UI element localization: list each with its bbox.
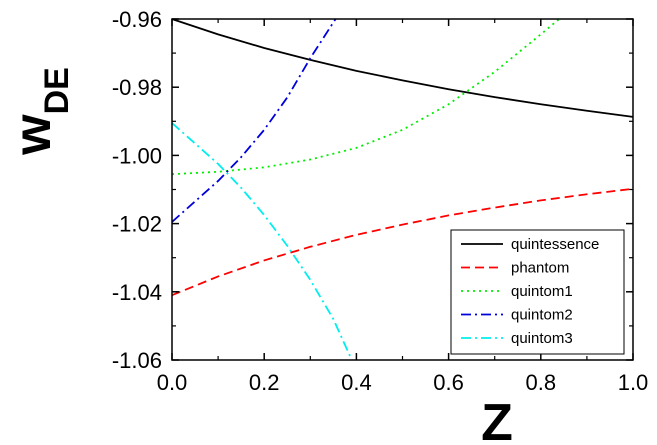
- x-tick-label: 0.6: [433, 370, 464, 395]
- legend-label-quintom1: quintom1: [511, 283, 573, 300]
- series-line-quintom2: [172, 19, 337, 223]
- x-tick-label: 0.4: [341, 370, 372, 395]
- x-tick-label: 1.0: [618, 370, 649, 395]
- x-tick-label: 0.8: [526, 370, 557, 395]
- series-line-quintom3: [172, 122, 353, 360]
- legend-label-quintom2: quintom2: [511, 307, 573, 324]
- x-axis-label: Z: [481, 394, 513, 445]
- series-line-quintom1: [172, 19, 560, 176]
- y-axis-label-main: w: [4, 114, 62, 156]
- series-lines: [172, 19, 633, 360]
- y-tick-label: -0.98: [112, 75, 162, 100]
- legend-box: [450, 229, 625, 355]
- y-tick-label: -1.04: [112, 280, 162, 305]
- x-tick-label: 0.2: [249, 370, 280, 395]
- y-tick-label: -0.96: [112, 7, 162, 32]
- series-line-phantom: [172, 187, 633, 297]
- legend-label-quintom3: quintom3: [511, 330, 573, 347]
- y-tick-label: -1.02: [112, 212, 162, 237]
- x-tick-label: 0.0: [157, 370, 188, 395]
- y-tick-label: -1.06: [112, 348, 162, 373]
- series-line-quintessence: [172, 19, 633, 118]
- y-axis-label: wDE: [4, 67, 76, 156]
- y-tick-label: -1.00: [112, 143, 162, 168]
- legend-label-phantom: phantom: [511, 260, 569, 277]
- y-axis-label-sub: DE: [38, 67, 76, 114]
- legend-label-quintessence: quintessence: [511, 236, 599, 253]
- legend: quintessence phantom quintom1 quintom2 quint…: [450, 229, 625, 355]
